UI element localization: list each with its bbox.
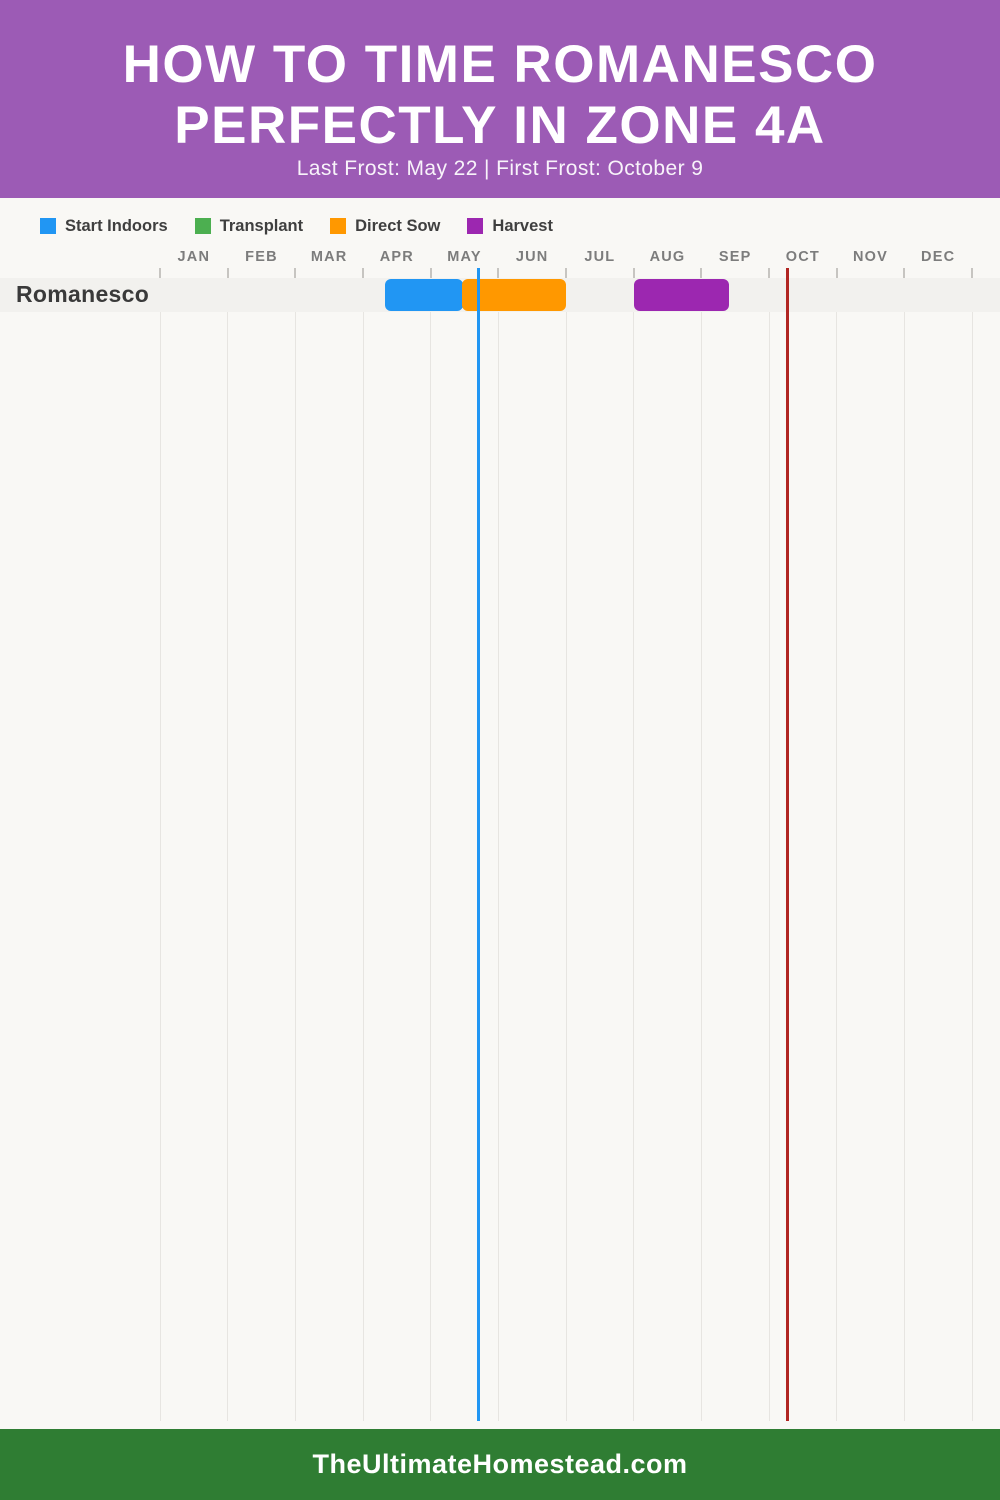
legend-label: Transplant	[219, 216, 304, 235]
month-label-jan: JAN	[177, 249, 211, 265]
month-gridline	[700, 268, 703, 1421]
month-gridline	[226, 268, 229, 1421]
month-tick	[835, 268, 838, 278]
legend-swatch-direct-sow	[330, 218, 347, 234]
bar-harvest	[633, 279, 730, 311]
month-label-jul: JUL	[584, 249, 616, 265]
legend-item-start-indoors: Start Indoors	[40, 217, 168, 236]
legend-label: Start Indoors	[65, 216, 168, 235]
timeline-bars	[160, 278, 972, 312]
month-axis: JAN FEB MAR APR MAY JUN JUL AUG SEP OCT NOV DEC	[160, 249, 972, 267]
legend: Start Indoors Transplant Direct Sow Harvest	[40, 215, 553, 237]
month-label-apr: APR	[379, 249, 414, 265]
month-gridline	[565, 268, 567, 1421]
month-label-jun: JUN	[515, 249, 549, 265]
title-line-2: PERFECTLY IN ZONE 4A	[174, 96, 826, 155]
crop-row-label: Romanesco	[16, 281, 150, 307]
month-label-nov: NOV	[852, 249, 888, 265]
month-gridline	[903, 268, 906, 1421]
month-gridline	[768, 268, 770, 1421]
month-gridline	[835, 268, 838, 1421]
bar-start-indoors	[385, 279, 464, 311]
month-tick	[903, 268, 906, 278]
month-gridline	[159, 268, 161, 1421]
month-tick	[294, 268, 297, 278]
legend-label: Harvest	[492, 216, 553, 235]
bar-direct-sow	[461, 279, 566, 311]
month-gridline	[294, 268, 297, 1421]
header: HOW TO TIME ROMANESCO PERFECTLY IN ZONE …	[0, 0, 1000, 198]
legend-swatch-harvest	[467, 218, 484, 234]
month-tick	[768, 268, 770, 278]
legend-swatch-start-indoors	[40, 218, 56, 234]
month-label-dec: DEC	[921, 249, 956, 265]
month-label-mar: MAR	[310, 249, 348, 265]
legend-label: Direct Sow	[355, 216, 441, 235]
footer: TheUltimateHomestead.com	[0, 1429, 1000, 1500]
month-gridline	[362, 268, 364, 1421]
month-tick	[700, 268, 703, 278]
frost-dates-subtitle: Last Frost: May 22 | First Frost: Octobe…	[296, 157, 704, 180]
legend-item-direct-sow: Direct Sow	[330, 217, 440, 236]
month-tick	[565, 268, 567, 278]
month-gridline	[632, 268, 635, 1421]
month-tick	[632, 268, 635, 278]
month-label-feb: FEB	[245, 249, 278, 265]
month-tick	[497, 268, 500, 278]
website-url: TheUltimateHomestead.com	[312, 1449, 688, 1479]
month-tick	[226, 268, 229, 278]
month-tick	[362, 268, 364, 278]
page-title: HOW TO TIME ROMANESCO PERFECTLY IN ZONE …	[0, 0, 1000, 156]
month-label-oct: OCT	[785, 249, 820, 265]
month-gridline	[971, 268, 973, 1421]
legend-item-transplant: Transplant	[194, 216, 304, 236]
calendar-grid	[159, 268, 973, 1421]
month-tick	[971, 268, 973, 278]
month-tick	[429, 268, 432, 278]
month-tick	[159, 268, 161, 278]
month-label-aug: AUG	[649, 249, 686, 265]
month-gridline	[429, 268, 432, 1421]
month-gridline	[497, 268, 500, 1421]
legend-item-harvest: Harvest	[467, 217, 553, 236]
title-line-1: HOW TO TIME ROMANESCO	[122, 35, 878, 94]
month-label-sep: SEP	[718, 249, 752, 265]
month-label-may: MAY	[447, 249, 482, 265]
legend-swatch-transplant	[194, 218, 211, 234]
